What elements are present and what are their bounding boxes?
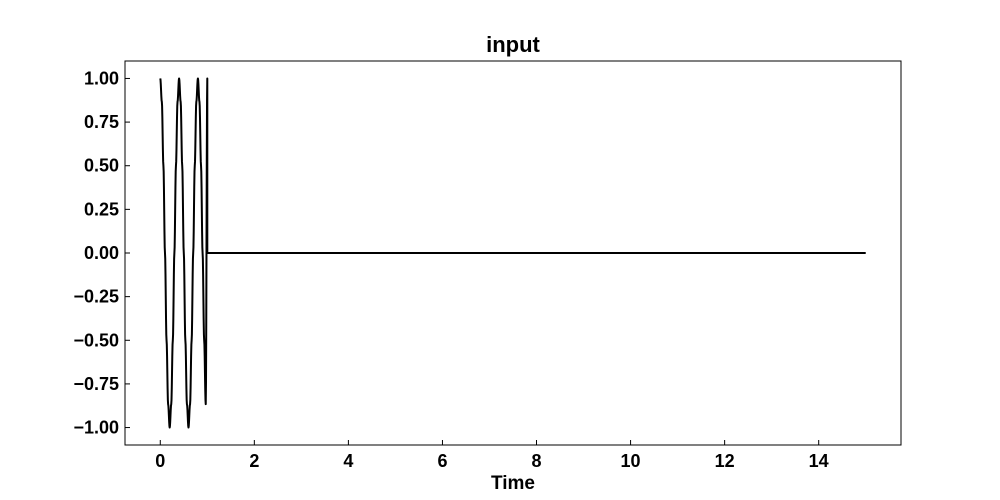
y-tick-label: 1.00 [84, 68, 119, 88]
x-tick-label: 10 [621, 451, 641, 471]
y-tick-label: 0.00 [84, 243, 119, 263]
x-tick-label: 8 [532, 451, 542, 471]
y-tick-label: −1.00 [73, 418, 119, 438]
x-axis-label: Time [491, 473, 535, 494]
x-tick-label: 4 [343, 451, 353, 471]
x-tick-label: 12 [715, 451, 735, 471]
x-tick-label: 0 [155, 451, 165, 471]
plot-area [159, 77, 866, 429]
y-tick-label: 0.50 [84, 156, 119, 176]
x-axis: 0 2 4 6 8 10 12 14 [155, 440, 829, 471]
y-tick-label: −0.50 [73, 330, 119, 350]
series-line [159, 77, 866, 429]
y-tick-label: −0.75 [73, 374, 119, 394]
x-tick-label: 6 [437, 451, 447, 471]
y-tick-label: 0.75 [84, 112, 119, 132]
y-tick-label: −0.25 [73, 287, 119, 307]
x-tick-label: 2 [249, 451, 259, 471]
y-tick-label: 0.25 [84, 199, 119, 219]
chart-title: input [486, 32, 540, 57]
x-tick-label: 14 [809, 451, 829, 471]
y-axis: 1.00 0.75 0.50 0.25 0.00 −0.25 −0.50 −0.75 −1.00 [73, 68, 130, 438]
